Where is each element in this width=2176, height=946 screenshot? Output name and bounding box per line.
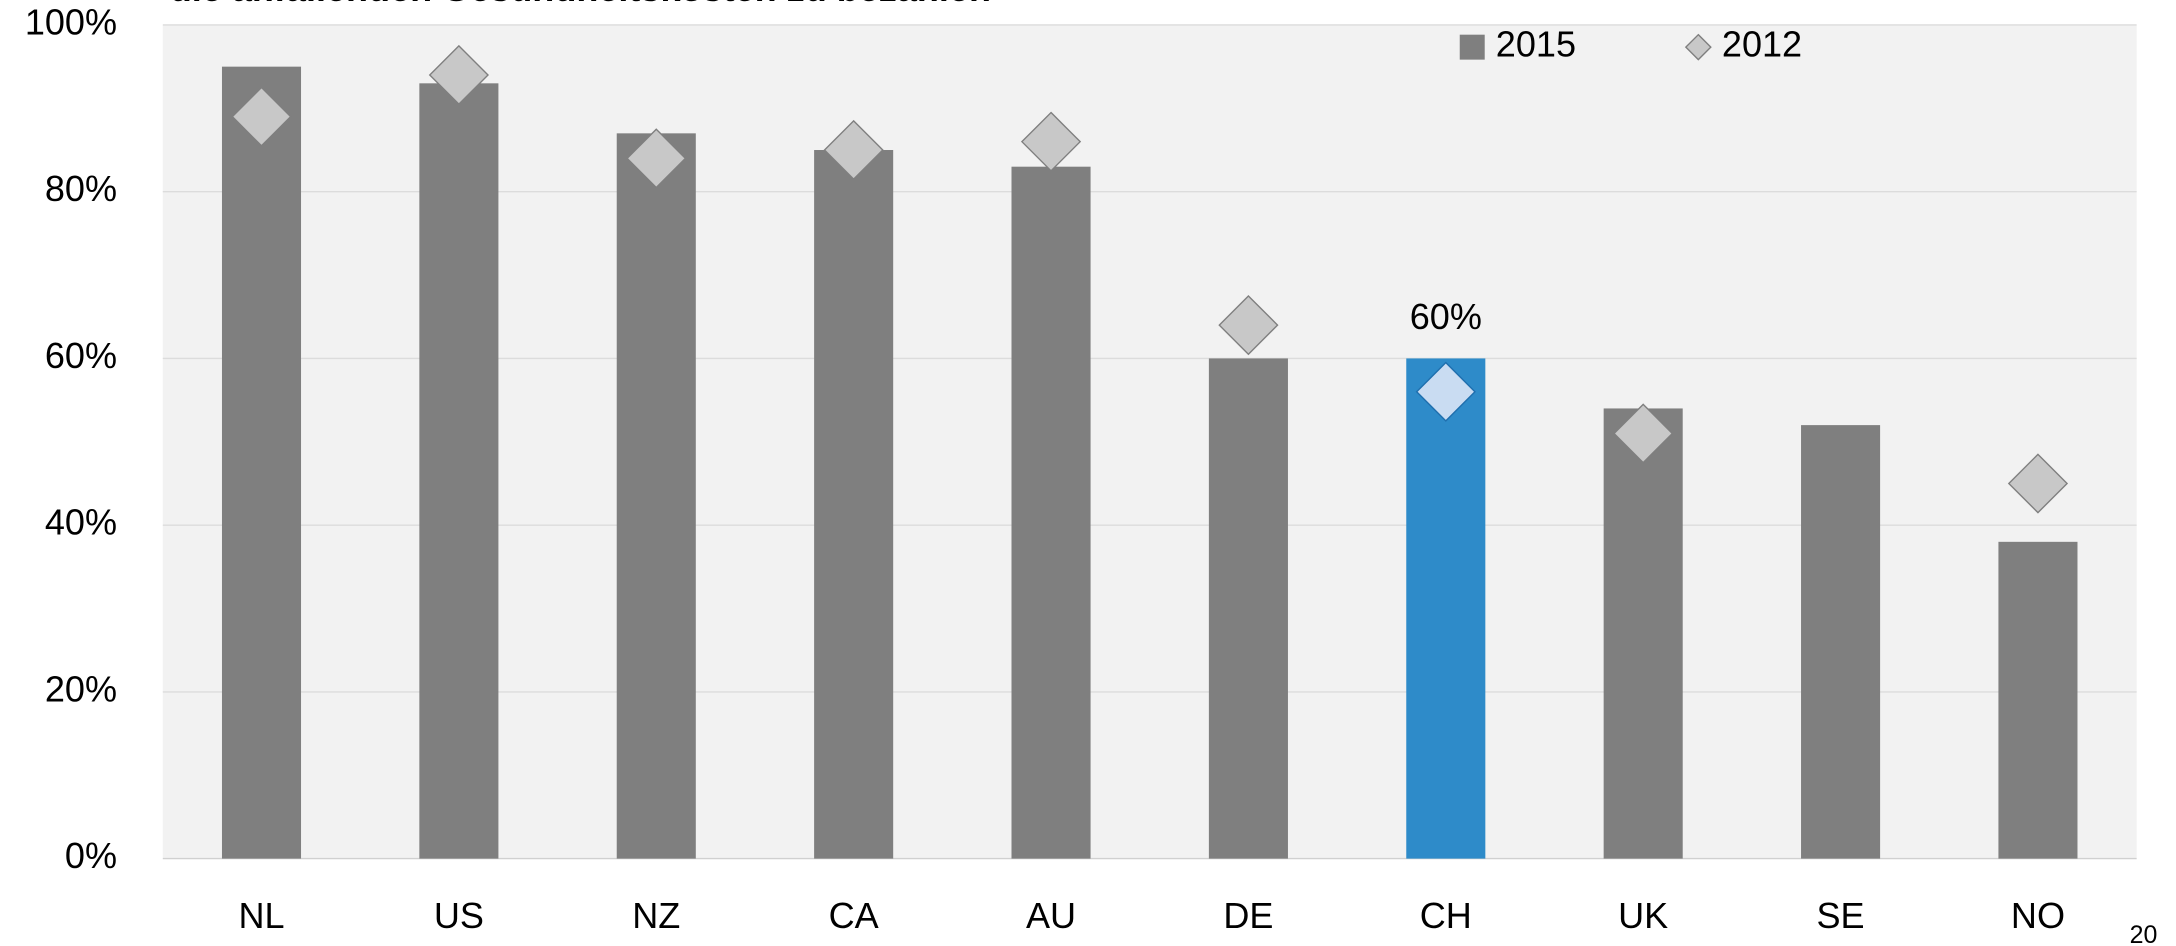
- diamond-marker: [626, 128, 687, 189]
- data-label: 60%: [1410, 296, 1482, 337]
- bar: [1208, 358, 1288, 859]
- bar: [221, 66, 302, 859]
- y-tick-label: 40%: [45, 502, 117, 543]
- bar: [616, 133, 696, 859]
- diamond-marker: [1020, 111, 1082, 172]
- chart-title: die anfallenden Gesundheitskosten zu bez…: [170, 0, 991, 9]
- legend-swatch: [1459, 34, 1485, 60]
- diamond-marker: [823, 119, 884, 181]
- y-tick-label: 20%: [45, 668, 117, 709]
- bar: [1801, 425, 1881, 859]
- y-tick-label: 60%: [45, 335, 117, 376]
- legend-swatch: [1684, 33, 1712, 61]
- bar: [419, 83, 499, 859]
- x-tick-label: CH: [1420, 895, 1472, 936]
- x-tick-label: NO: [2011, 895, 2065, 936]
- legend-label: 2012: [1722, 24, 1802, 65]
- diamond-marker: [1218, 294, 1279, 356]
- x-tick-label: NZ: [632, 895, 680, 936]
- legend-label: 2015: [1496, 24, 1576, 65]
- x-tick-label: UK: [1618, 895, 1668, 936]
- y-tick-label: 100%: [25, 1, 117, 42]
- y-tick-label: 80%: [45, 168, 117, 209]
- x-tick-label: CA: [829, 895, 879, 936]
- diamond-marker: [231, 86, 292, 147]
- page-number: 20: [2130, 921, 2158, 946]
- bar: [1011, 166, 1091, 859]
- diamond-marker: [1415, 361, 1476, 422]
- bar: [1603, 408, 1683, 859]
- x-tick-label: DE: [1223, 895, 1273, 936]
- diamond-marker: [428, 44, 489, 106]
- bar: [1406, 358, 1486, 859]
- bar: [814, 150, 894, 859]
- diamond-marker: [2007, 453, 2069, 514]
- diamond-marker: [1613, 403, 1674, 464]
- y-tick-label: 0%: [65, 835, 117, 876]
- x-tick-label: NL: [238, 895, 284, 936]
- x-tick-label: SE: [1817, 895, 1865, 936]
- x-tick-label: AU: [1026, 895, 1076, 936]
- bar: [1998, 541, 2078, 859]
- x-tick-label: US: [434, 895, 484, 936]
